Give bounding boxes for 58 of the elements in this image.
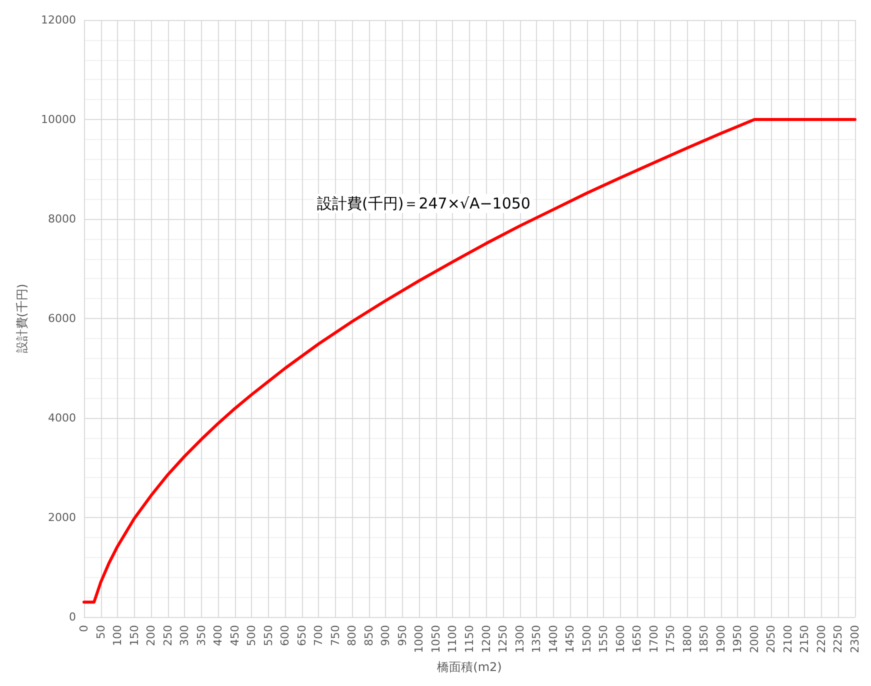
x-tick-label: 700 — [312, 625, 326, 646]
x-tick-label: 1850 — [698, 625, 711, 653]
x-tick-label: 1400 — [546, 625, 560, 653]
x-tick-label: 2250 — [832, 625, 845, 653]
x-tick-label: 1250 — [496, 625, 510, 653]
x-tick-label: 50 — [94, 625, 108, 639]
x-tick-label: 100 — [111, 625, 124, 646]
x-tick-label: 800 — [346, 625, 359, 646]
x-tick-label: 300 — [178, 625, 192, 646]
x-tick-label: 0 — [78, 625, 90, 632]
x-tick-label: 1750 — [664, 625, 678, 653]
x-tick-label: 1450 — [564, 625, 577, 653]
y-tick-label: 4000 — [48, 412, 76, 424]
x-tick-label: 1650 — [630, 625, 644, 653]
y-tick-label: 0 — [69, 610, 76, 624]
x-tick-label: 350 — [194, 625, 208, 646]
x-tick-label: 1950 — [731, 625, 744, 653]
x-tick-label: 1150 — [463, 625, 476, 653]
x-tick-label: 1600 — [614, 625, 627, 653]
y-tick-label: 12000 — [41, 14, 76, 26]
x-tick-label: 1700 — [647, 625, 660, 653]
x-tick-label: 450 — [228, 625, 242, 646]
x-tick-label: 250 — [161, 625, 174, 646]
x-tick-label: 400 — [212, 625, 225, 646]
x-tick-label: 1050 — [429, 625, 442, 653]
x-tick-label: 2050 — [764, 625, 778, 653]
x-tick-label: 1900 — [714, 625, 728, 653]
x-tick-label: 2300 — [848, 625, 862, 653]
x-tick-label: 1800 — [680, 625, 694, 653]
x-tick-label: 900 — [379, 625, 392, 646]
x-axis-title: 橋面積(m2) — [437, 660, 502, 674]
x-tick-label: 550 — [262, 625, 275, 646]
y-tick-label: 8000 — [48, 212, 76, 226]
x-tick-label: 1550 — [597, 625, 610, 653]
x-tick-label: 1000 — [412, 625, 426, 653]
line-series — [82, 118, 856, 604]
x-tick-label: 600 — [278, 625, 292, 646]
x-tick-label: 200 — [144, 625, 158, 646]
x-tick-label: 850 — [362, 625, 376, 646]
x-tick-label: 2150 — [798, 625, 812, 653]
x-tick-label: 2100 — [781, 625, 794, 653]
x-tick-label: 1200 — [480, 625, 493, 653]
y-axis-title: 設計費(千円) — [15, 284, 29, 354]
annotation: 設計費(千円)＝247×√A−1050 — [317, 194, 530, 212]
x-tick-label: 650 — [295, 625, 308, 646]
x-tick-label: 1350 — [530, 625, 544, 653]
x-tick-label: 2000 — [748, 625, 761, 653]
x-tick-label: 500 — [245, 625, 258, 646]
x-tick-label: 950 — [396, 625, 409, 646]
x-tick-label: 150 — [128, 625, 141, 646]
x-tick-label: 1300 — [513, 625, 526, 653]
y-tick-label: 10000 — [41, 113, 76, 126]
y-tick-label: 6000 — [48, 312, 76, 325]
x-tick-label: 1500 — [580, 625, 594, 653]
x-tick-label: 1100 — [446, 625, 460, 653]
y-tick-label: 2000 — [48, 511, 76, 524]
x-tick-label: 2200 — [814, 625, 828, 653]
x-tick-label: 750 — [328, 625, 342, 646]
